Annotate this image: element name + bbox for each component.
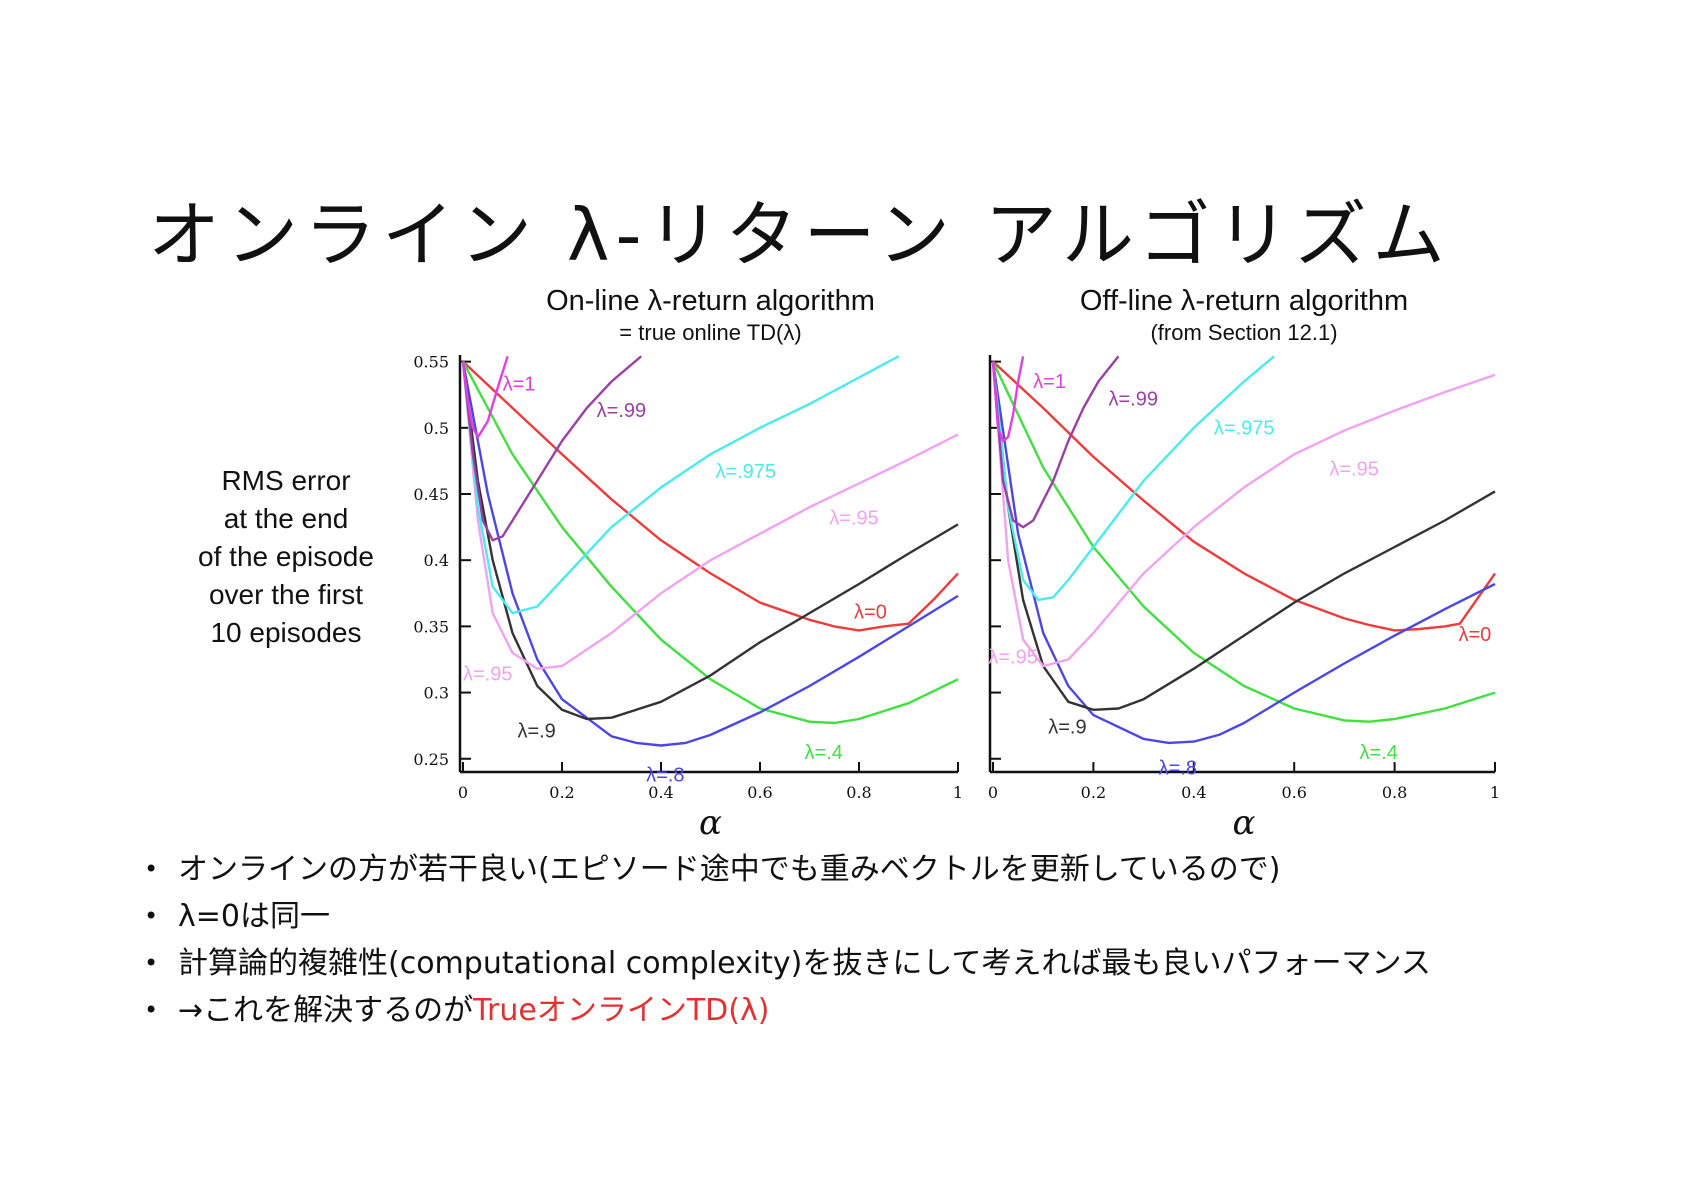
bullet-list: オンラインの方が若干良い(エピソード途中でも重みベクトルを更新しているので) λ… — [140, 846, 1431, 1034]
series-line — [991, 361, 1496, 745]
series-line — [991, 355, 1120, 529]
series-line — [991, 361, 1496, 711]
y-label-line: 10 episodes — [210, 617, 362, 648]
bullet-item: 計算論的複雑性(computational complexity)を抜きにして考… — [140, 940, 1431, 987]
y-label-line: at the end — [223, 503, 349, 534]
series-line — [991, 356, 1025, 443]
x-tick-label: 0.8 — [1382, 783, 1407, 802]
series-label: λ=.975 — [715, 461, 776, 483]
x-tick-label: 0.6 — [747, 783, 772, 802]
chart-title: Off-line λ-return algorithm — [1080, 285, 1408, 317]
y-tick-label: 0.5 — [424, 419, 449, 438]
slide-title: オンライン λ-リターン アルゴリズム — [148, 193, 1451, 277]
x-tick-label: 0.4 — [1181, 783, 1206, 802]
chart-title: On-line λ-return algorithm — [546, 285, 875, 317]
series-line — [991, 361, 1496, 723]
bullet-text: λ=0は同一 — [178, 899, 330, 934]
chart-subtitle: = true online TD(λ) — [619, 320, 801, 345]
x-tick-label: 0.4 — [648, 783, 673, 802]
chart-canvas: On-line λ-return algorithm = true online … — [413, 285, 1500, 843]
series-label: λ=.95 — [1329, 458, 1378, 480]
chart-subtitle: (from Section 12.1) — [1150, 320, 1337, 345]
series-label: λ=.4 — [805, 742, 843, 764]
x-tick-label: 0 — [458, 783, 468, 802]
series-line — [991, 361, 1496, 668]
series-label: λ=.975 — [1214, 417, 1275, 439]
x-tick-label: 0.2 — [549, 783, 574, 802]
series-label: λ=.95 — [829, 507, 878, 529]
x-axis-label: α — [1233, 803, 1256, 843]
series-label: λ=.8 — [646, 764, 684, 786]
bullet-text: →これを解決するのが — [178, 993, 474, 1028]
series-line — [461, 355, 509, 439]
series-line — [461, 355, 642, 542]
series-label: λ=1 — [503, 374, 536, 396]
y-label-line: RMS error — [221, 465, 351, 496]
series-label: λ=.99 — [597, 400, 646, 422]
x-tick-label: 0 — [988, 783, 998, 802]
bullet-item: λ=0は同一 — [140, 893, 1431, 940]
x-tick-label: 0.2 — [1081, 783, 1106, 802]
series-line — [462, 360, 959, 632]
x-tick-label: 1 — [953, 783, 963, 802]
y-tick-label: 0.35 — [413, 617, 449, 636]
series-line — [991, 355, 1275, 602]
series-label: λ=.4 — [1359, 742, 1397, 764]
y-tick-label: 0.25 — [413, 750, 449, 769]
y-tick-label: 0.55 — [413, 353, 449, 372]
series-line — [461, 361, 959, 721]
series-line — [461, 355, 900, 615]
bullet-item: オンラインの方が若干良い(エピソード途中でも重みベクトルを更新しているので) — [140, 846, 1431, 893]
bullet-highlight: TrueオンラインTD(λ) — [473, 993, 770, 1028]
series-label: λ=0 — [1459, 624, 1492, 646]
series-label: λ=.95 — [463, 664, 512, 686]
series-line — [461, 361, 959, 747]
series-line — [461, 361, 959, 725]
series-label: λ=0 — [854, 601, 887, 623]
x-tick-label: 1 — [1490, 783, 1500, 802]
x-tick-label: 0.8 — [846, 783, 871, 802]
y-tick-label: 0.45 — [413, 485, 449, 504]
y-label-line: of the episode — [198, 541, 374, 572]
bullet-text: 計算論的複雑性(computational complexity)を抜きにして考… — [178, 946, 1431, 981]
series-label: λ=.9 — [517, 721, 555, 743]
series-label: λ=.99 — [1108, 388, 1157, 410]
bullet-text: オンラインの方が若干良い(エピソード途中でも重みベクトルを更新しているので) — [178, 852, 1281, 887]
series-line — [992, 360, 1496, 632]
y-axis-label: RMS error at the end of the episode over… — [186, 462, 386, 652]
y-tick-label: 0.3 — [424, 684, 449, 703]
series-label: λ=.9 — [1048, 717, 1086, 739]
series-label: λ=.8 — [1159, 758, 1197, 780]
x-tick-label: 0.6 — [1281, 783, 1306, 802]
y-label-line: over the first — [208, 579, 364, 610]
y-tick-label: 0.4 — [424, 551, 449, 570]
series-line — [461, 361, 959, 670]
x-axis-label: α — [699, 803, 722, 843]
series-label: λ=.95 — [988, 646, 1037, 668]
series-label: λ=1 — [1033, 371, 1066, 393]
bullet-item: →これを解決するのがTrueオンラインTD(λ) — [140, 987, 1431, 1034]
